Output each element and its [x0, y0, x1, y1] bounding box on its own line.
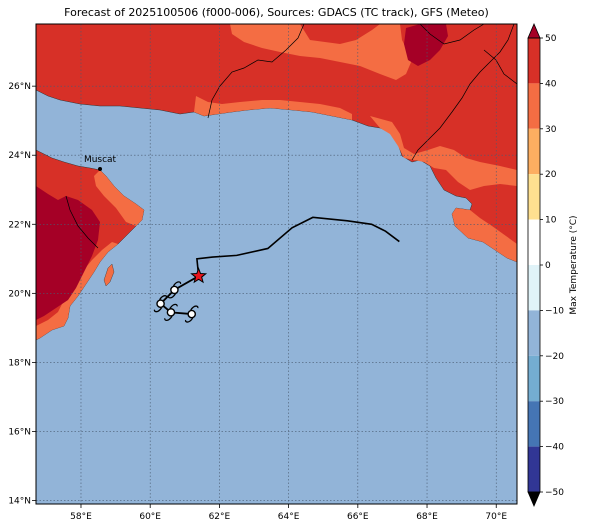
lat-tick-label: 22°N — [8, 220, 31, 230]
cyclone-arm — [167, 293, 176, 299]
colorbar-tick-label: −20 — [545, 352, 564, 362]
land-layer — [36, 24, 517, 341]
storm-star-icon — [190, 267, 208, 284]
cyclone-arm — [169, 303, 178, 309]
land-coast-band-3 — [194, 96, 352, 120]
masirah-island — [103, 263, 115, 287]
land-oman-warm-band — [94, 170, 144, 226]
colorbar-tick-label: 20 — [545, 170, 557, 180]
forecast-point — [187, 309, 197, 319]
colorbar-band — [528, 83, 540, 129]
colorbar-tick-label: 50 — [545, 34, 557, 44]
forecast-point — [170, 285, 179, 295]
colorbar-band — [528, 310, 540, 356]
cyclone-arm — [159, 295, 168, 301]
graticule — [36, 24, 517, 504]
colorbar-extend-top — [527, 22, 541, 39]
colorbar-band — [528, 174, 540, 220]
cyclone-arm — [164, 315, 173, 321]
colorbar-tick-label: −30 — [545, 397, 564, 407]
forecast-point — [166, 308, 176, 317]
lat-tick-label: 14°N — [8, 497, 31, 507]
lon-tick-label: 70°E — [485, 512, 507, 522]
lat-tick-label: 24°N — [8, 151, 31, 161]
colorbar-tick-label: −10 — [545, 306, 564, 316]
colorbar-label: Max Temperature (°C) — [569, 215, 579, 314]
land-oman-hot — [36, 186, 100, 320]
map-title: Forecast of 2025100506 (f000-006), Sourc… — [64, 6, 489, 19]
colorbar-band — [528, 401, 540, 447]
colorbar-band — [528, 128, 540, 175]
colorbar-band — [528, 38, 540, 84]
colorbar-tick-label: −40 — [545, 443, 564, 453]
lat-tick-label: 26°N — [8, 82, 31, 92]
land-coast-band-2 — [452, 208, 517, 262]
tc-track-line — [196, 216, 400, 277]
colorbar-tick-label: 0 — [545, 261, 551, 271]
cyclone-arm — [184, 317, 194, 323]
cyclone-arm — [190, 305, 199, 311]
colorbar-tick-label: 10 — [545, 216, 557, 226]
border-iran-pak — [207, 24, 305, 119]
city-label: Muscat — [84, 155, 117, 165]
lon-tick-label: 68°E — [416, 512, 438, 522]
land-coast-band-1 — [370, 116, 517, 190]
colorbar-tick-label: −50 — [545, 488, 564, 498]
lat-tick-label: 20°N — [8, 289, 31, 299]
lat-tick-label: 18°N — [8, 358, 31, 368]
colorbar-band — [528, 219, 540, 265]
colorbar-band — [528, 265, 540, 311]
colorbar: 50 40 30 20 10 0 −10 −20 −30 −40 −50 Max Temperatur… — [527, 22, 579, 508]
cyclone-arm — [153, 307, 163, 313]
lon-tick-label: 66°E — [347, 512, 369, 522]
lon-tick-label: 60°E — [139, 512, 161, 522]
colorbar-extend-bottom — [527, 491, 541, 508]
forecast-point — [156, 299, 165, 309]
border-pak-india — [411, 24, 515, 161]
land-north-warm-band — [230, 24, 412, 80]
land-oman-coast-band — [36, 242, 118, 340]
colorbar-tick-label: 40 — [545, 79, 557, 89]
border-oman — [65, 195, 99, 249]
lon-tick-label: 62°E — [209, 512, 231, 522]
colorbar-band — [528, 446, 540, 492]
city-marker — [98, 167, 103, 172]
border-north-3 — [483, 49, 517, 85]
axis-ticks: 58°E 60°E 62°E 64°E 66°E 68°E 70°E 14°N 16°N 18°N… — [8, 82, 507, 522]
land-hot-ne — [404, 24, 448, 66]
cyclone-arm — [172, 281, 182, 287]
colorbar-band — [528, 355, 540, 402]
border-north-2 — [419, 24, 485, 45]
lat-tick-label: 16°N — [8, 427, 31, 437]
colorbar-tick-label: 30 — [545, 125, 557, 135]
map-frame — [35, 23, 518, 505]
lon-tick-label: 58°E — [70, 512, 92, 522]
lon-tick-label: 64°E — [278, 512, 300, 522]
track-overlay: Muscat — [84, 155, 400, 323]
